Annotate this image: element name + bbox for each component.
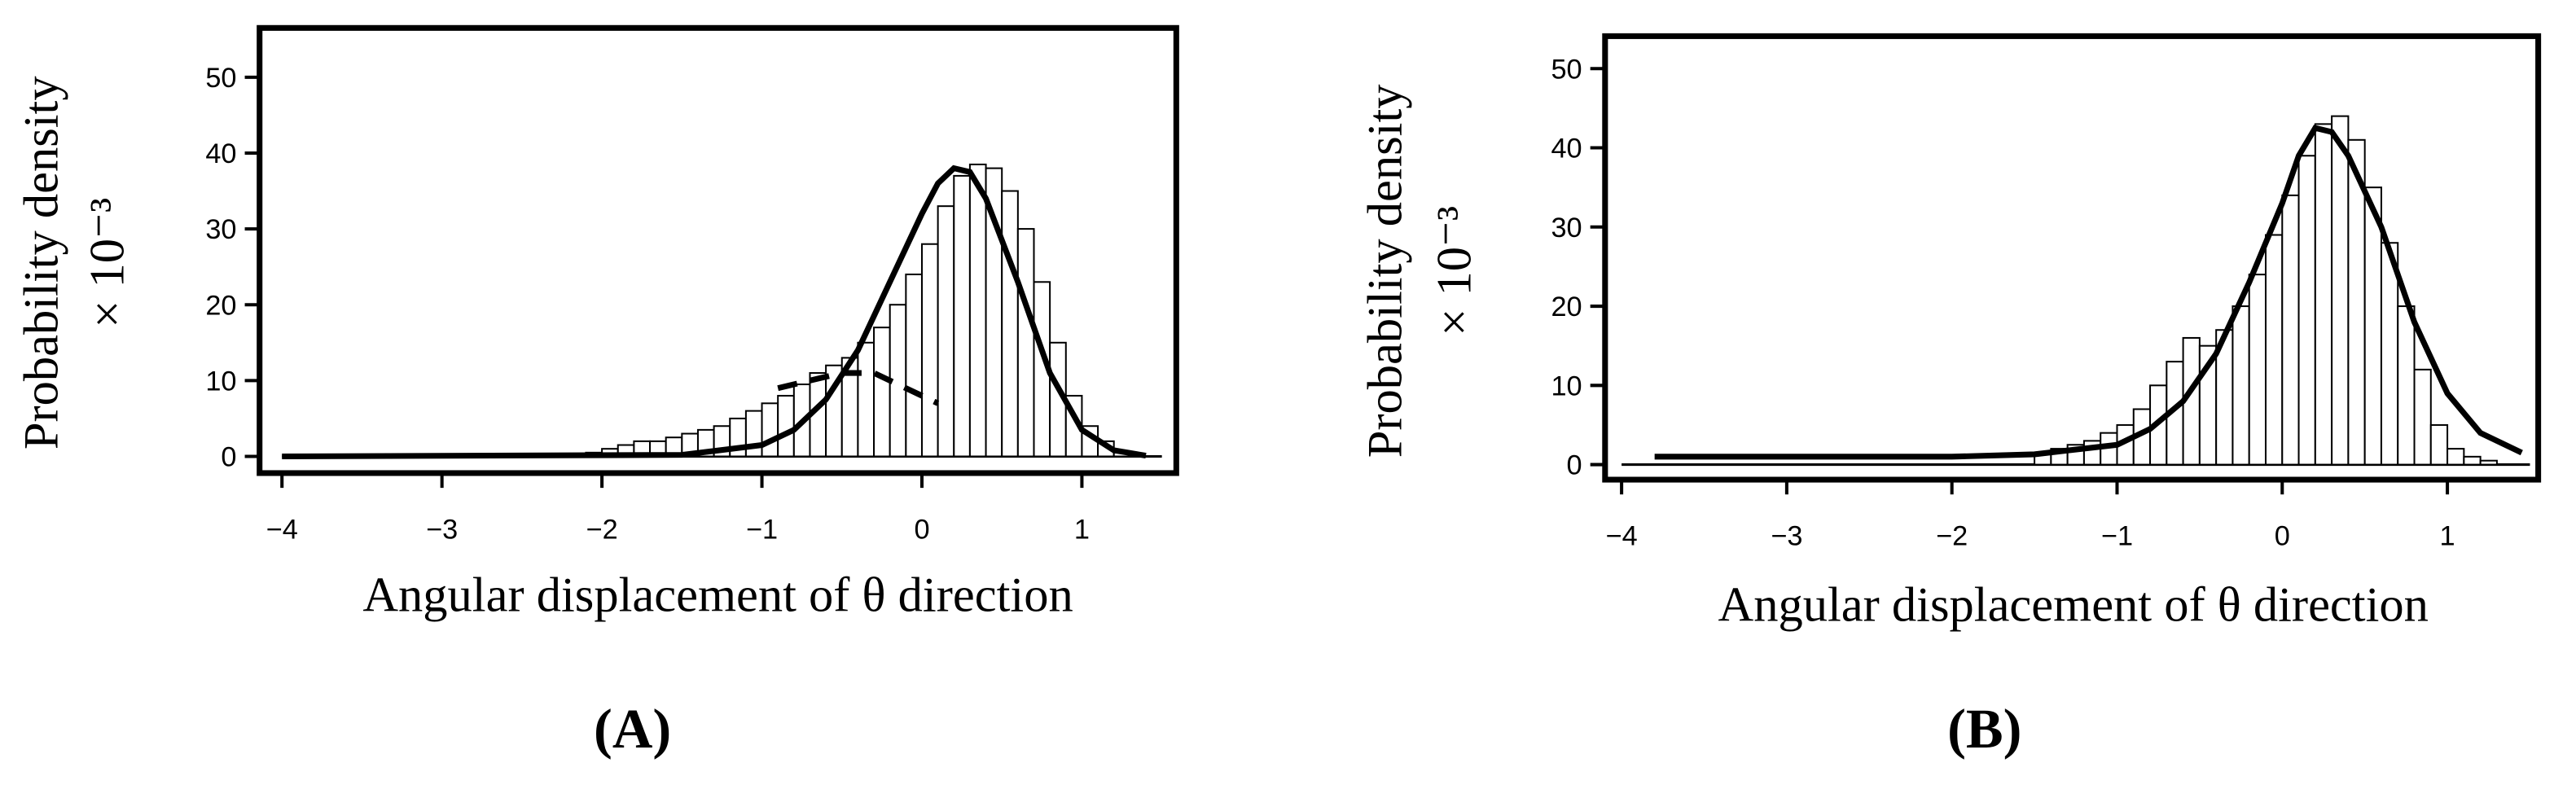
plot-frame xyxy=(257,24,1179,476)
fit-curve xyxy=(1654,125,2523,460)
panel-label: (B) xyxy=(1947,698,2021,760)
x-tick-label: −3 xyxy=(426,515,458,546)
bar xyxy=(2264,234,2284,466)
bar xyxy=(2331,115,2350,466)
bar xyxy=(968,163,987,458)
y-tick-label: 30 xyxy=(205,214,236,245)
y-axis-label: Probability density xyxy=(1358,84,1413,458)
bar xyxy=(2281,194,2300,466)
y-tick-label: 30 xyxy=(1551,213,1582,243)
bar xyxy=(2447,448,2465,466)
bar xyxy=(2248,274,2267,466)
fit-curve xyxy=(282,164,1147,460)
bar xyxy=(2479,459,2498,466)
x-axis-label: Angular displacement of θ direction xyxy=(1718,578,2429,633)
x-tick-label: −1 xyxy=(2101,521,2133,552)
bar xyxy=(2297,155,2316,466)
x-tick-label: −1 xyxy=(746,515,778,546)
bar xyxy=(2397,305,2416,466)
x-tick-label: 1 xyxy=(1074,515,1090,546)
y-tick-label: 20 xyxy=(205,290,236,321)
x-tick-label: −4 xyxy=(1606,521,1638,552)
x-tick-label: −2 xyxy=(586,515,618,546)
y-axis-unit: × 10⁻³ xyxy=(80,198,134,328)
x-tick-label: 0 xyxy=(914,515,929,546)
bar xyxy=(761,402,779,458)
panel-label: (A) xyxy=(594,698,671,760)
bar xyxy=(873,327,891,458)
bar xyxy=(2232,305,2250,466)
bar xyxy=(920,243,939,458)
y-tick-label: 0 xyxy=(1567,450,1582,481)
x-tick-label: 0 xyxy=(2275,521,2290,552)
y-tick-label: 10 xyxy=(1551,370,1582,401)
bar xyxy=(2363,186,2382,466)
y-tick-label: 20 xyxy=(1551,292,1582,322)
y-tick-label: 40 xyxy=(205,138,236,169)
bar xyxy=(1001,190,1019,458)
plot-frame xyxy=(1602,33,2542,483)
y-tick-label: 50 xyxy=(1551,54,1582,85)
bar xyxy=(857,341,875,458)
bar xyxy=(2429,423,2449,466)
x-tick-label: −4 xyxy=(266,515,298,546)
bar xyxy=(937,205,955,458)
bar xyxy=(1016,228,1035,458)
x-tick-label: 1 xyxy=(2440,521,2455,552)
fit-curve xyxy=(777,370,940,406)
y-tick-label: 40 xyxy=(1551,134,1582,164)
bar xyxy=(953,174,971,458)
bar xyxy=(2413,368,2432,466)
bar xyxy=(905,273,923,458)
y-axis-label: Probability density xyxy=(15,76,69,450)
bar xyxy=(777,394,795,458)
x-tick-label: −2 xyxy=(1936,521,1968,552)
y-tick-label: 10 xyxy=(205,366,236,397)
y-tick-label: 0 xyxy=(221,442,236,473)
x-axis-label: Angular displacement of θ direction xyxy=(362,568,1073,622)
bar xyxy=(2314,123,2333,466)
y-axis-unit: × 10⁻³ xyxy=(1427,206,1481,336)
bar xyxy=(2463,455,2482,466)
x-tick-label: −3 xyxy=(1771,521,1802,552)
y-tick-label: 50 xyxy=(205,63,236,94)
